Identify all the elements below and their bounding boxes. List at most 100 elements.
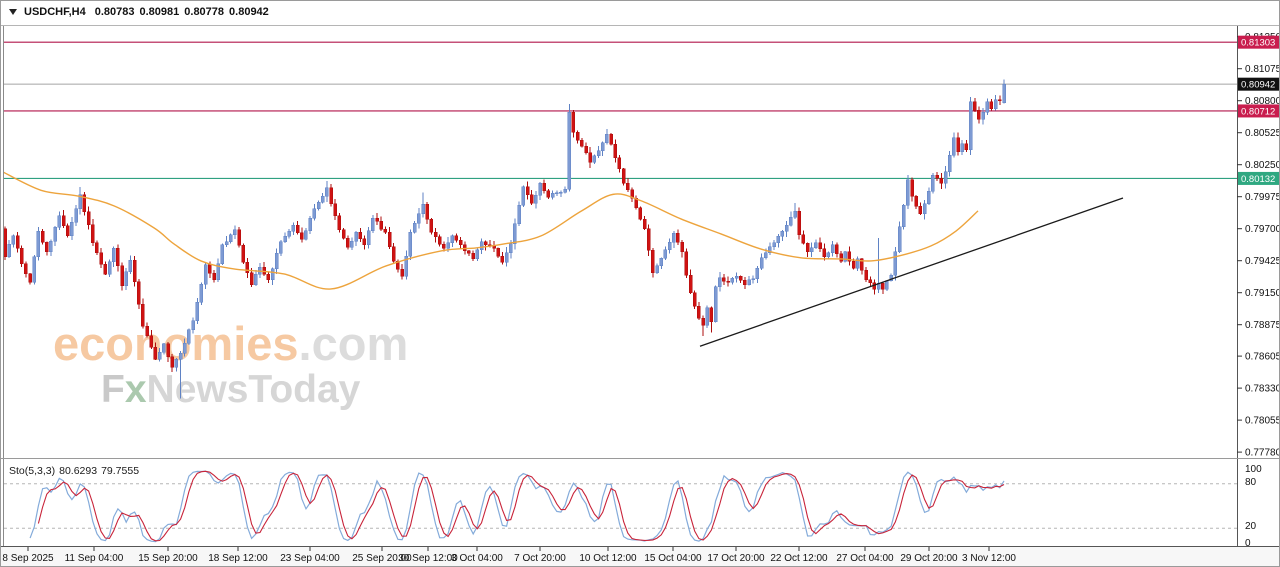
- chart-frame: [1, 25, 1279, 547]
- price-tick-label: 0.78330: [1245, 384, 1280, 395]
- candle-body: [479, 241, 484, 250]
- time-tick-label: 18 Sep 12:00: [208, 553, 268, 564]
- candle-body: [860, 258, 864, 271]
- candle-body: [437, 236, 442, 245]
- candle-body: [308, 218, 312, 232]
- candle-body: [350, 241, 354, 248]
- price-tick-label: 0.80250: [1245, 160, 1280, 171]
- stochastic-pane: [4, 470, 1237, 543]
- candle-body: [734, 276, 739, 279]
- candle-body: [918, 206, 923, 214]
- candle-body: [826, 252, 831, 257]
- candle-body: [337, 215, 342, 231]
- candle-body: [922, 203, 927, 214]
- symbol-timeframe: USDCHF,H4: [24, 6, 86, 18]
- candle-body: [659, 258, 664, 267]
- candle-body: [287, 230, 291, 237]
- time-tick-label: 25 Sep 20:00: [352, 553, 412, 564]
- candle-body: [316, 202, 321, 210]
- price-badge-label: 0.80712: [1241, 106, 1275, 117]
- candle-body: [592, 155, 597, 163]
- candle-body: [910, 179, 914, 197]
- candle-body: [28, 273, 32, 283]
- candle-body: [249, 272, 254, 285]
- time-tick-label: 10 Oct 12:00: [579, 553, 637, 564]
- candle-body: [141, 303, 145, 327]
- moving-average-line[interactable]: [1, 171, 979, 290]
- candle-body: [74, 208, 78, 223]
- candle-body: [400, 269, 404, 277]
- candle-body: [935, 174, 939, 179]
- candle-body: [709, 307, 714, 323]
- candle-body: [341, 229, 346, 239]
- time-tick-label: 17 Oct 20:00: [707, 553, 765, 564]
- candle-body: [851, 261, 856, 269]
- candle-body: [442, 243, 446, 249]
- candle-body: [897, 226, 902, 253]
- stochastic-k-line: [29, 470, 1005, 543]
- candle-body: [998, 99, 1002, 101]
- candle-body: [170, 356, 174, 368]
- candle-body: [738, 276, 743, 281]
- candle-body: [839, 253, 843, 262]
- candle-body: [57, 215, 62, 228]
- candle-body: [86, 211, 91, 226]
- ascending-trendline[interactable]: [699, 197, 1124, 347]
- candle-body: [713, 286, 718, 323]
- candle-body: [663, 249, 668, 259]
- candle-body: [646, 228, 651, 251]
- candle-body: [145, 326, 149, 337]
- candle-body: [496, 248, 500, 257]
- candle-body: [927, 191, 931, 205]
- candle-body: [797, 210, 801, 235]
- candle-body: [621, 168, 626, 184]
- candle-body: [617, 157, 622, 170]
- candle-body: [906, 179, 910, 206]
- time-axis[interactable]: 8 Sep 2025 11 Sep 04:00 15 Sep 20:00 18 Sep…: [2, 547, 1016, 564]
- candle-body: [237, 229, 241, 246]
- candle-body: [542, 183, 546, 191]
- candle-body: [283, 235, 287, 242]
- time-tick-label: 3 Nov 12:00: [962, 553, 1016, 564]
- candle-body: [968, 101, 973, 150]
- candle-body: [676, 233, 680, 243]
- candle-body: [688, 274, 693, 293]
- time-tick-label: 3 Oct 04:00: [451, 553, 503, 564]
- candle-body: [956, 137, 960, 153]
- candle-body: [137, 281, 141, 305]
- candle-body: [684, 251, 689, 276]
- candle-body: [805, 243, 810, 253]
- time-tick-label: 7 Oct 20:00: [514, 553, 566, 564]
- candle-body: [747, 279, 751, 285]
- candle-body: [701, 318, 705, 326]
- candle-body: [291, 224, 296, 232]
- ohlc-high: 0.80981: [139, 6, 180, 18]
- candle-body: [78, 194, 82, 210]
- candle-body: [387, 231, 392, 247]
- candle-body: [220, 244, 225, 265]
- price-axis[interactable]: 0.813500.810750.808000.805250.802500.799…: [1237, 32, 1280, 549]
- time-tick-label: 23 Sep 04:00: [280, 553, 340, 564]
- candle-body: [132, 259, 137, 283]
- candle-body: [843, 251, 847, 262]
- candle-body: [534, 194, 538, 204]
- candle-body: [467, 250, 471, 254]
- chart-header: USDCHF,H4 0.80783 0.80981 0.80778 0.8094…: [9, 6, 269, 18]
- indicator-signal-value: 79.7555: [101, 465, 140, 477]
- chart-menu-triangle-icon[interactable]: [9, 9, 17, 15]
- candle-body: [588, 152, 592, 163]
- time-tick-label: 29 Oct 20:00: [900, 553, 958, 564]
- candle-body: [53, 226, 57, 242]
- candle-body: [15, 235, 20, 249]
- candle-body: [789, 216, 793, 226]
- candle-body: [157, 352, 162, 360]
- candle-body: [107, 261, 112, 275]
- candle-body: [609, 134, 613, 145]
- candle-body: [960, 143, 964, 153]
- price-tick-label: 0.81075: [1245, 64, 1280, 75]
- candle-body: [483, 241, 488, 246]
- candle-body: [509, 243, 513, 253]
- candle-body: [868, 279, 873, 283]
